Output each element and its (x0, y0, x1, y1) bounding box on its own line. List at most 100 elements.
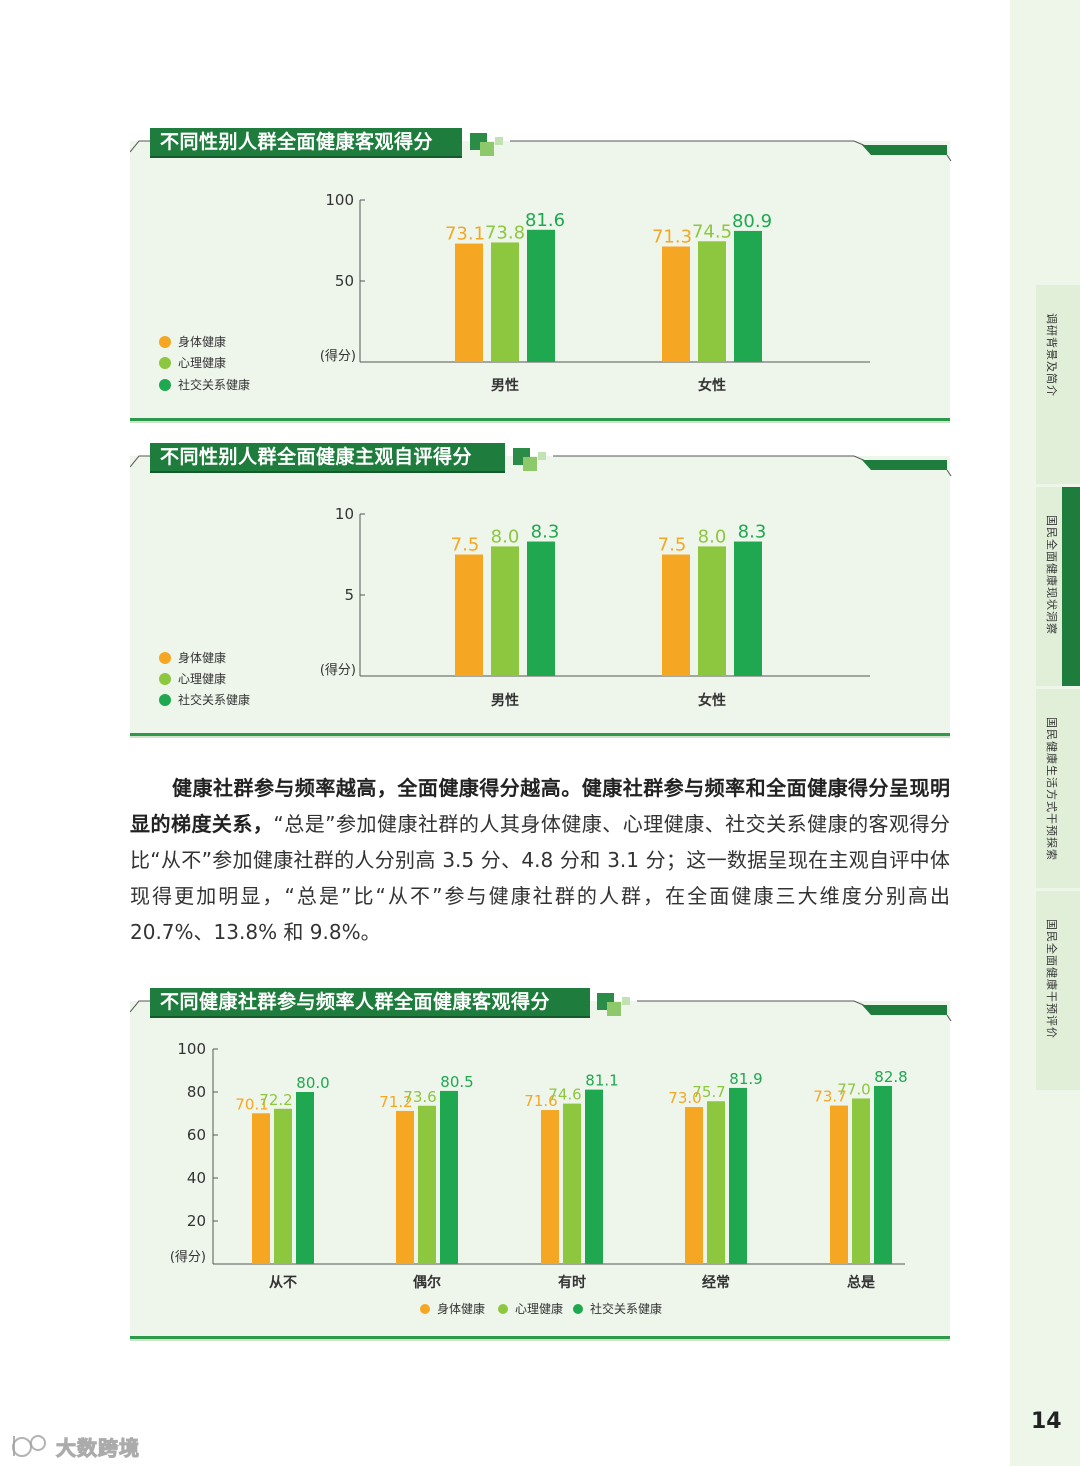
frame-line-right (946, 469, 952, 477)
category-label-5: 总是 (847, 1274, 876, 1291)
bar-physical-2 (662, 246, 690, 362)
value-label-physical-2: 7.5 (658, 535, 687, 556)
legend-swatch-physical (420, 1304, 430, 1314)
chart-gender-objective: 50 100 (得分) 73.1 71.3 73.8 74.5 81.6 80.9 男性 女性 身体健… (130, 128, 952, 423)
y-tick-label: 50 (335, 272, 354, 290)
legend-label-physical: 身体健康 (437, 1301, 485, 1316)
value-label-social-1: 80.0 (296, 1074, 329, 1092)
value-label-mental-4: 75.7 (692, 1083, 725, 1101)
sidebar-tab-label: 国民健康生活方式干预探索 (1045, 717, 1058, 861)
legend-swatch-social (159, 379, 171, 391)
value-label-social-5: 82.8 (874, 1068, 907, 1086)
value-label-physical-2: 71.3 (652, 226, 692, 247)
paragraph-lead: 健康社群参与频率越高，全面健康得分越高。健康社群参与频率和全面健康得分呈现明显的… (130, 776, 950, 836)
body-paragraph: 健康社群参与频率越高，全面健康得分越高。健康社群参与频率和全面健康得分呈现明显的… (130, 770, 950, 950)
title-decoration (470, 133, 504, 157)
legend-label-mental: 心理健康 (515, 1301, 563, 1316)
frame-bottom-shadow (130, 1339, 950, 1341)
legend-label-social: 社交关系健康 (590, 1301, 662, 1316)
legend-swatch-social (573, 1304, 583, 1314)
frame-bottom-shadow (130, 736, 950, 738)
paragraph-body: “总是”参加健康社群的人其身体健康、心理健康、社交关系健康的客观得分比“从不”参… (130, 812, 950, 944)
value-label-social-2: 80.9 (732, 211, 772, 232)
bar-physical-2 (662, 554, 690, 676)
value-label-mental-2: 8.0 (698, 526, 727, 547)
y-axis-label: (得分) (320, 348, 356, 364)
chart-gender-objective-svg: 50 100 (得分) 73.1 71.3 73.8 74.5 81.6 80.9 男性 女性 身体健… (130, 140, 952, 423)
bar-mental-1 (491, 546, 519, 676)
legend-label-physical: 身体健康 (178, 650, 226, 665)
category-label-1: 男性 (491, 692, 519, 709)
value-label-mental-2: 73.6 (403, 1088, 436, 1106)
value-label-physical-3: 71.6 (524, 1092, 557, 1110)
chart-title: 不同性别人群全面健康主观自评得分 (150, 443, 505, 471)
deco-square (622, 997, 630, 1005)
bar-mental-1 (491, 242, 519, 362)
bar-social-2 (734, 230, 762, 362)
frame-bottom-rule (130, 418, 950, 421)
y-tick-label: 80 (187, 1083, 206, 1101)
bar-social-1 (527, 229, 555, 362)
chart-title: 不同性别人群全面健康客观得分 (150, 128, 462, 156)
bar-physical-3 (541, 1110, 559, 1264)
category-label-2: 女性 (698, 692, 726, 709)
legend-swatch-mental (159, 357, 171, 369)
legend-swatch-physical (159, 336, 171, 348)
value-label-physical-5: 73.7 (813, 1088, 846, 1106)
y-axis-label: (得分) (170, 1249, 206, 1265)
page-number: 14 (1031, 1409, 1062, 1434)
title-decoration (513, 448, 547, 472)
chart-title: 不同健康社群参与频率人群全面健康客观得分 (150, 988, 590, 1016)
category-label-4: 经常 (702, 1274, 730, 1291)
deco-square (538, 452, 546, 460)
deco-square (495, 137, 503, 145)
chart-gender-subjective: 5 10 (得分) 7.5 7.5 8.0 8.0 8.3 8.3 男性 女性 身体健康 心理健康 社交关… (130, 443, 952, 738)
legend-label-mental: 心理健康 (178, 355, 226, 370)
bar-social-1 (296, 1092, 314, 1264)
y-tick-label: 10 (335, 505, 354, 523)
sidebar-tab-label: 国民全面健康干预评价 (1045, 919, 1058, 1039)
legend-label-social: 社交关系健康 (178, 377, 250, 392)
watermark: 大数跨境 (10, 1430, 140, 1462)
value-label-social-2: 80.5 (440, 1073, 473, 1091)
value-label-mental-1: 8.0 (491, 526, 520, 547)
sidebar-tab-current-status: 国民全面健康现状洞察 (1036, 487, 1080, 686)
y-tick-label: 60 (187, 1126, 206, 1144)
bar-mental-2 (698, 241, 726, 362)
y-tick-label: 5 (344, 586, 354, 604)
value-label-social-2: 8.3 (738, 522, 767, 543)
sidebar-tab-lifestyle: 国民健康生活方式干预探索 (1036, 689, 1080, 888)
bar-social-1 (527, 541, 555, 676)
watermark-text: 大数跨境 (56, 1435, 140, 1460)
sidebar-tab-evaluation: 国民全面健康干预评价 (1036, 891, 1080, 1090)
bar-mental-4 (707, 1101, 725, 1264)
bar-physical-5 (830, 1105, 848, 1264)
y-tick-label: 40 (187, 1169, 206, 1187)
category-label-2: 偶尔 (413, 1274, 441, 1291)
bar-social-2 (734, 541, 762, 676)
bar-social-5 (874, 1085, 892, 1264)
y-axis-label: (得分) (320, 662, 356, 678)
frame-accent-bar (862, 460, 947, 470)
frame-line-left (130, 1000, 152, 1013)
deco-square (523, 457, 537, 471)
frame-line-left (130, 140, 152, 153)
bar-mental-5 (852, 1098, 870, 1264)
bar-social-2 (440, 1090, 458, 1264)
value-label-mental-3: 74.6 (548, 1086, 581, 1104)
value-label-social-1: 81.6 (525, 210, 565, 231)
value-label-mental-2: 74.5 (692, 221, 732, 242)
legend-swatch-mental (159, 673, 171, 685)
deco-square (480, 142, 494, 156)
y-tick-label: 100 (177, 1040, 206, 1058)
bar-physical-1 (252, 1113, 270, 1264)
title-decoration (597, 993, 631, 1017)
frame-accent-bar (862, 1005, 947, 1015)
legend-swatch-mental (498, 1304, 508, 1314)
sidebar-tab-label: 调研背景及简介 (1045, 313, 1058, 397)
legend-label-physical: 身体健康 (178, 334, 226, 349)
bar-physical-1 (455, 554, 483, 676)
legend-label-social: 社交关系健康 (178, 692, 250, 707)
frame-bottom-rule (130, 733, 950, 736)
chart-gender-subjective-svg: 5 10 (得分) 7.5 7.5 8.0 8.0 8.3 8.3 男性 女性 身体健康心理健康社交关… (130, 455, 952, 738)
